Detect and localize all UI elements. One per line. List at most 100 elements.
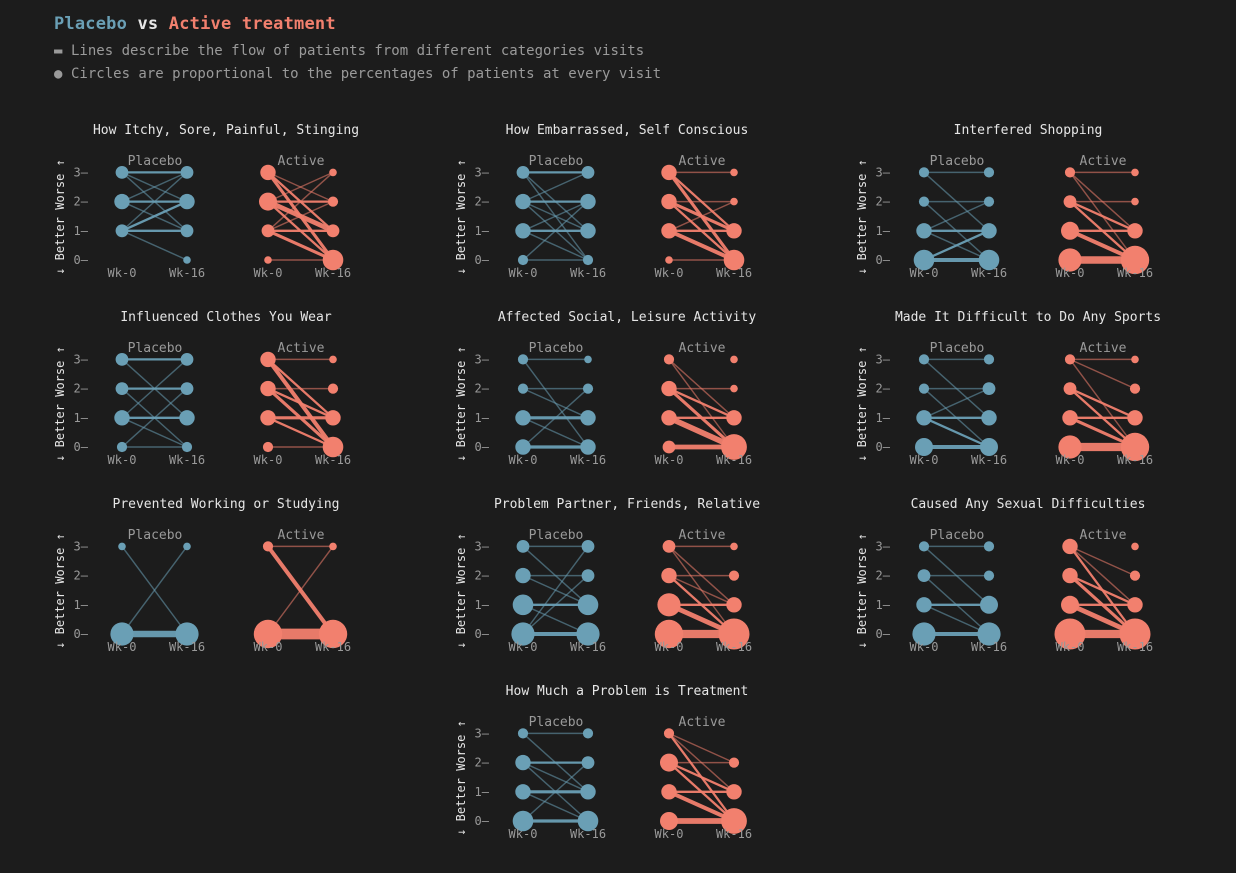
y-axis-label: ↓ Better Worse ↑ [855,159,869,275]
x-tick-label: Wk-0 [655,640,684,654]
wk0-circle [515,439,531,455]
wk16-circle [180,166,194,179]
wk16-circle [726,784,742,800]
y-tick-label: 3– [876,352,891,366]
flow-line [923,574,990,635]
flow-line [522,574,589,635]
flow-line [923,171,990,232]
flow-line [522,387,589,448]
flow-line [667,761,736,823]
wk0-circle [661,223,677,239]
x-tick-label: Wk-16 [971,266,1007,280]
y-tick-label: 1– [74,224,89,238]
y-tick-label: 0– [475,814,490,828]
x-tick-label: Wk-16 [971,453,1007,467]
group-label: Placebo [930,154,985,169]
y-tick-label: 2– [876,382,891,396]
y-tick-label: 0– [876,440,891,454]
wk16-circle [329,168,337,177]
flow-line [668,545,735,635]
wk0-circle [918,541,930,552]
flow-line [522,761,589,822]
flow-line [522,358,589,448]
flow-line [923,200,990,261]
x-tick-label: Wk-0 [655,266,684,280]
wk16-circle [1127,410,1143,426]
flow-line [667,228,736,262]
wk16-circle [183,542,191,551]
flow-line [667,732,736,823]
flow-line [923,358,990,419]
flow-line [667,387,736,449]
y-tick-label: 1– [876,598,891,612]
group-label: Placebo [128,528,183,543]
y-tick-label: 3– [876,539,891,553]
wk16-circle [1127,223,1143,239]
x-tick-label: Wk-0 [254,640,283,654]
wk16-circle [728,570,740,581]
chart-title: Placebo vs Active treatment [54,14,661,34]
y-axis-label: ↓ Better Worse ↑ [454,346,468,462]
wk16-circle [329,355,337,364]
x-tick-label: Wk-16 [1117,453,1153,467]
wk0-circle [516,540,530,553]
x-tick-label: Wk-0 [254,453,283,467]
wk0-circle [918,196,930,207]
y-tick-label: 3– [475,165,490,179]
x-tick-label: Wk-16 [716,453,752,467]
group-label: Placebo [529,528,584,543]
chart-panel: How Embarrassed, Self Conscious ↓ Better … [454,123,752,280]
y-axis-label: ↓ Better Worse ↑ [53,346,67,462]
flow-line [267,171,334,232]
y-tick-label: 3– [475,539,490,553]
group-label: Placebo [529,715,584,730]
panel-title: Made It Difficult to Do Any Sports [895,310,1161,325]
x-tick-label: Wk-0 [509,266,538,280]
wk0-circle [515,567,531,584]
flow-line [121,230,188,261]
y-tick-label: 2– [74,382,89,396]
group-label: Active [278,341,325,356]
wk0-circle [916,410,932,426]
wk0-circle [661,380,677,397]
y-tick-label: 0– [74,253,89,267]
y-tick-label: 2– [876,195,891,209]
wk16-circle [175,622,199,646]
wk16-circle [730,355,738,364]
x-tick-label: Wk-0 [910,266,939,280]
wk0-circle [1061,595,1079,614]
wk0-circle [260,351,276,368]
legend-lines-text: Lines describe the flow of patients from… [71,43,645,59]
y-axis-label: ↓ Better Worse ↑ [53,159,67,275]
flow-line [1069,171,1136,261]
panel-title: How Embarrassed, Self Conscious [506,123,749,138]
flow-line [923,545,990,606]
y-tick-label: 1– [475,598,490,612]
y-tick-label: 3– [74,352,89,366]
flow-line [1068,545,1137,636]
wk0-circle [1054,618,1086,650]
wk0-circle [913,249,935,271]
wk16-circle [1129,570,1141,581]
wk16-circle [327,196,339,207]
wk16-circle [183,256,191,264]
y-tick-label: 1– [475,411,490,425]
wk0-circle [916,597,932,613]
wk0-circle [118,542,126,551]
wk0-circle [262,541,274,552]
wk16-circle [329,542,337,551]
group-label: Placebo [529,154,584,169]
wk16-circle [981,223,997,239]
x-tick-label: Wk-16 [570,640,606,654]
wk0-circle [259,192,277,211]
wk16-circle [983,541,995,552]
x-tick-label: Wk-0 [108,453,137,467]
wk16-circle [580,193,596,210]
flow-line [266,416,335,449]
wk16-circle [983,354,995,365]
flow-line [1069,545,1136,606]
panel-title: Problem Partner, Friends, Relative [494,497,760,512]
flow-line [522,732,589,793]
wk0-circle [114,410,130,426]
wk16-circle [983,196,995,207]
